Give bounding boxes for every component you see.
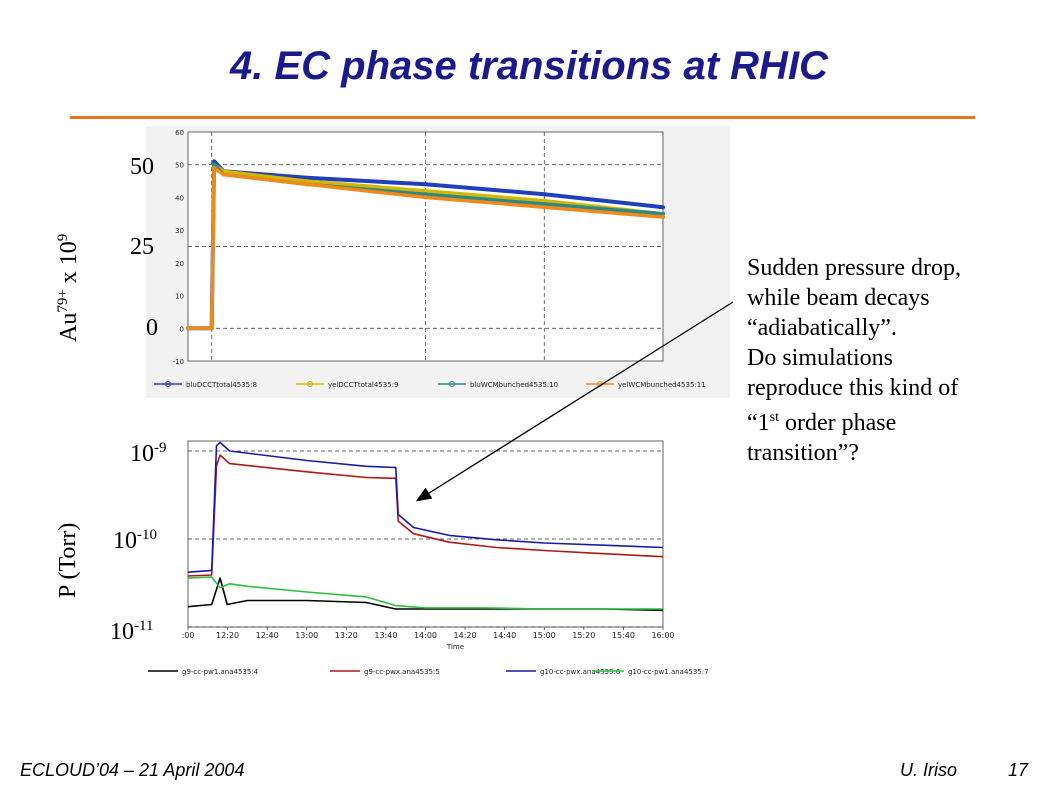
bot-tick-base: 10 [110,619,134,645]
data-point [661,205,665,210]
top-ylabel-main: Au [56,312,82,342]
bot-big-tick-1e-11: 10-11 [110,618,153,646]
data-point [304,182,309,187]
legend-label: yelWCMbunched4535:11 [618,381,706,389]
top-ylabel-charge: 79+ [55,289,71,313]
x-axis-label: Time [446,643,464,651]
data-point [542,201,547,206]
data-point [542,192,547,197]
annotation-line: Sudden pressure drop, [747,255,961,281]
data-point [661,215,665,220]
top-ylabel-mid: x 10 [56,241,82,290]
annotation-line: “adiabatically”. [747,315,897,341]
y-tick-label: 60 [175,129,184,137]
bot-tick-exp: -10 [137,527,157,543]
bot-big-tick-1e-9: 10-9 [130,440,167,468]
x-tick-label: :00 [182,631,195,640]
y-tick-label: 50 [175,162,184,170]
footer-conference: ECLOUD’04 – 21 April 2004 [20,760,245,780]
data-point [212,159,217,164]
x-tick-label: 16:00 [651,631,674,640]
data-point [542,205,547,210]
top-big-tick-50: 50 [130,154,154,180]
pressure-chart: :00 12:20 12:40 13:00 13:20 13:40 14:00 14:20 14… [146,437,730,685]
data-point [304,175,309,180]
data-point [423,188,428,193]
pressure-svg: :00 12:20 12:40 13:00 13:20 13:40 14:00 14:20 14… [148,440,709,676]
title-divider [70,116,975,119]
beam-intensity-svg: 60 50 40 30 20 10 0 -10 bluDCCTtotal4535:8 yelDCC… [154,129,706,389]
top-big-tick-0: 0 [146,315,158,341]
bot-y-axis-label: P (Torr) [55,522,81,598]
x-tick-label: 14:40 [493,631,516,640]
y-tick-label: 30 [175,227,184,235]
legend-label: bluDCCTtotal4535:8 [186,381,257,389]
annotation-line: reproduce this kind of [747,375,959,401]
x-tick-label: 15:00 [533,631,556,640]
y-tick-label: 20 [175,260,184,268]
legend-label: g9-cc-pwx.ana4535:5 [364,668,440,676]
annotation-line: “1st order phase [747,403,1047,438]
bot-big-tick-1e-10: 10-10 [113,527,157,555]
x-tick-label: 15:20 [572,631,595,640]
legend-label: g9-cc-pw1.ana4535:4 [182,668,259,676]
annotation-line: Do simulations [747,345,894,371]
legend-marker [307,381,313,387]
top-ylabel-exp: 9 [55,233,71,242]
data-point [423,192,428,197]
legend-label: g10-cc-pwx.ana4535:6 [540,668,621,676]
x-tick-label: 15:40 [612,631,635,640]
x-tick-label: 13:20 [335,631,358,640]
slide-title: 4. EC phase transitions at RHIC [230,44,828,88]
legend-label: g10-cc-pw1.ana4535:7 [628,668,709,676]
beam-intensity-chart: 60 50 40 30 20 10 0 -10 bluDCCTtotal4535:8 yelDCC… [146,126,730,398]
annotation-fragment: order phase [779,410,897,436]
x-tick-label: 13:40 [374,631,397,640]
data-point [304,179,309,184]
data-point [212,162,217,167]
footer-author: U. Iriso [900,760,958,780]
x-tick-label: 13:00 [295,631,318,640]
page-number: 17 [1008,760,1029,780]
bot-tick-base: 10 [113,528,137,554]
top-big-tick-25: 25 [130,234,154,260]
annotation-fragment: “1 [747,410,770,436]
x-tick-label: 14:00 [414,631,437,640]
data-point [423,182,428,187]
x-tick-label: 12:40 [256,631,279,640]
series-line [187,576,663,610]
legend-label: bluWCMbunched4535:10 [470,381,558,389]
data-point [423,195,428,200]
data-point [212,165,217,170]
y-tick-label: 40 [175,194,184,202]
y-tick-label: 0 [180,325,184,333]
data-point [661,211,665,216]
annotation-line: while beam decays [747,285,930,311]
bot-tick-exp: -9 [154,440,167,456]
data-point [203,326,208,331]
data-point [542,198,547,203]
y-tick-label: -10 [173,358,184,366]
data-point [186,326,190,331]
annotation-line: transition”? [747,440,859,466]
series-line [187,441,664,573]
annotation-superscript: st [769,410,779,425]
data-point [221,172,226,177]
bot-tick-exp: -11 [134,618,154,634]
top-y-axis-label: Au79+ x 109 [55,234,83,342]
annotation-text: Sudden pressure drop, while beam decays … [747,253,1047,468]
plot-area [187,440,664,628]
legend-marker [165,381,171,387]
bot-tick-base: 10 [130,441,154,467]
x-tick-label: 12:20 [216,631,239,640]
legend-label: yelDCCTtotal4535:9 [328,381,398,389]
y-tick-label: 10 [175,293,184,301]
data-point [209,326,214,331]
x-tick-label: 14:20 [454,631,477,640]
